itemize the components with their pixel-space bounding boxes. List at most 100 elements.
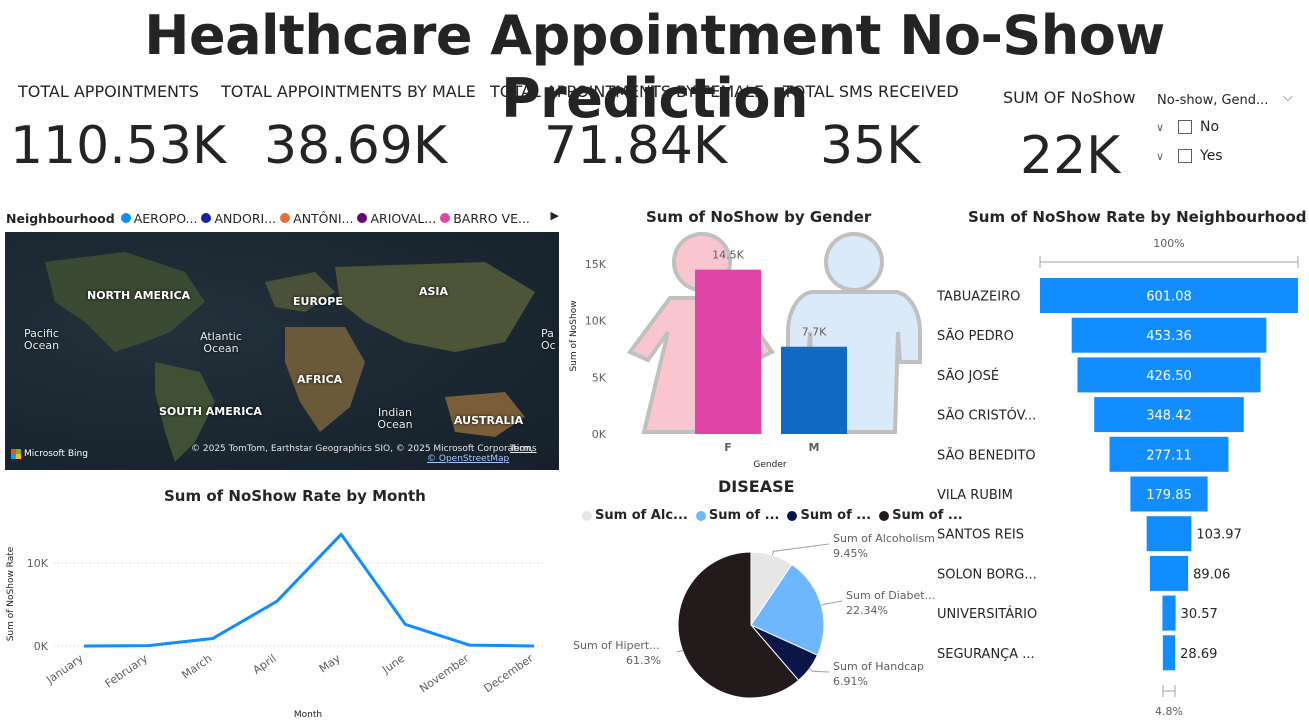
slicer-item-no[interactable]: ∨ No [1156, 119, 1219, 135]
legend-label: ANTÔNI... [293, 210, 354, 226]
map-osm-link[interactable]: © OpenStreetMap [427, 454, 510, 464]
funnel-bar[interactable] [1077, 357, 1261, 393]
map-label: SOUTH AMERICA [159, 405, 262, 418]
kpi-sms-value: 35K [820, 116, 921, 176]
map-attribution: © 2025 TomTom, Earthstar Geographics SIO… [191, 444, 534, 454]
expand-chevron-icon[interactable]: ∨ [1156, 149, 1165, 163]
disease-pie-chart: Sum of Alcoholism 9.45% Sum of Diabet... 22… [573, 532, 935, 699]
legend-dot-icon [357, 213, 368, 223]
pie-slice-pct: 9.45% [833, 547, 868, 560]
gender-x-axis-title: Gender [753, 460, 786, 470]
slicer-header[interactable]: No-show, Gend... [1157, 93, 1269, 108]
legend-dot-icon [440, 213, 451, 223]
pie-slice[interactable] [750, 563, 825, 656]
gender-bar[interactable] [695, 269, 761, 434]
month-chart-title: Sum of NoShow Rate by Month [164, 487, 426, 505]
map-landmass [45, 252, 535, 462]
funnel-bar[interactable] [1130, 476, 1208, 512]
legend-label: Sum of ... [892, 508, 963, 523]
pie-slice-label: Sum of Diabet... [846, 589, 935, 602]
legend-dot-icon [695, 510, 706, 521]
funnel-bar[interactable] [1109, 436, 1229, 472]
bing-label: Microsoft Bing [24, 449, 88, 459]
gender-y-tick: 10K [585, 315, 607, 328]
funnel-category-label: UNIVERSITÁRIO [937, 606, 1037, 622]
map-terms-link[interactable]: Terms [510, 444, 537, 454]
disease-legend-item[interactable]: Sum of ... [695, 508, 779, 523]
funnel-data-label: 28.69 [1180, 647, 1217, 662]
funnel-category-label: SEGURANÇA ... [937, 647, 1035, 662]
map-legend-item[interactable]: ARIOVAL... [357, 211, 436, 226]
funnel-bar[interactable] [1040, 278, 1298, 313]
pie-leader-line [821, 600, 843, 606]
map-legend-item[interactable]: BARRO VE... [440, 211, 530, 226]
kpi-female-label: TOTAL APPOINTMENTS BY FEMALE [490, 82, 765, 101]
neighbourhood-map[interactable]: NORTH AMERICA EUROPE ASIA AFRICA SOUTH A… [5, 232, 559, 470]
kpi-sms-label: TOTAL SMS RECEIVED [783, 82, 959, 101]
pie-slice-pct: 22.34% [846, 604, 888, 617]
map-ocean-label: Indian Ocean [377, 406, 413, 431]
month-x-tick: November [417, 652, 472, 696]
pie-slice-label: Sum of Handcap [833, 660, 924, 673]
map-label: AUSTRALIA [454, 414, 524, 427]
map-label: ASIA [419, 285, 449, 298]
neighbourhood-funnel-chart: 100% TABUAZEIRO 601.08 SÃO PEDRO 453.36 SÃO … [936, 237, 1299, 718]
disease-legend-item[interactable]: Sum of ... [879, 508, 963, 523]
disease-legend: Sum of Alc... Sum of ... Sum of ... Sum … [582, 508, 971, 523]
kpi-male-value: 38.69K [264, 116, 447, 176]
legend-label: Sum of ... [800, 508, 872, 523]
map-legend-item[interactable]: AEROPO... [120, 211, 197, 226]
funnel-bar[interactable] [1149, 555, 1189, 591]
checkbox[interactable] [1178, 120, 1192, 134]
chevron-down-icon[interactable]: ⌵ [1283, 90, 1293, 105]
kpi-male-label: TOTAL APPOINTMENTS BY MALE [221, 82, 476, 101]
funnel-bar[interactable] [1071, 317, 1267, 353]
map-legend-item[interactable]: ANDORI... [201, 211, 276, 226]
kpi-noshow-label: SUM OF NoShow [1003, 88, 1136, 107]
pie-slice-pct: 61.3% [626, 654, 661, 667]
slicer-item-label: Yes [1200, 148, 1223, 164]
map-legend: Neighbourhood AEROPO... ANDORI... ANTÔNI… [6, 209, 559, 227]
funnel-category-label: SÃO PEDRO [937, 328, 1014, 344]
funnel-bottom-label: 4.8% [1155, 705, 1183, 718]
kpi-total-appointments-label: TOTAL APPOINTMENTS [18, 82, 199, 101]
disease-legend-item[interactable]: Sum of ... [787, 508, 871, 523]
month-y-tick: 10K [27, 557, 49, 570]
funnel-data-label: 89.06 [1193, 567, 1230, 582]
map-ocean-label: Pa Oc [541, 328, 556, 352]
legend-next-arrow-icon[interactable]: ▶ [550, 209, 559, 222]
neighbourhood-chart-title: Sum of NoShow Rate by Neighbourhood [968, 208, 1307, 226]
funnel-bar[interactable] [1094, 397, 1244, 433]
pie-slice-label: Sum of Hipert... [573, 639, 660, 652]
month-x-tick: May [317, 652, 343, 676]
checkbox[interactable] [1178, 149, 1192, 163]
gender-chart: 0K 5K 10K 15K 14.5K F 7.7K M Gender Sum of NoS… [569, 232, 922, 470]
legend-dot-icon [280, 213, 291, 223]
slicer-item-yes[interactable]: ∨ Yes [1156, 148, 1223, 164]
kpi-noshow-value: 22K [1020, 126, 1121, 186]
funnel-bar[interactable] [1162, 595, 1176, 631]
map-label: NORTH AMERICA [87, 289, 191, 302]
funnel-data-label: 426.50 [1146, 369, 1192, 384]
month-series-line[interactable] [83, 532, 535, 648]
expand-chevron-icon[interactable]: ∨ [1156, 120, 1165, 134]
pie-leader-line [771, 543, 830, 556]
month-x-tick: February [103, 652, 151, 691]
month-y-axis-title: Sum of NoShow Rate [6, 546, 16, 641]
microsoft-logo-icon [11, 449, 21, 459]
legend-dot-icon [582, 510, 592, 521]
funnel-bar[interactable] [1146, 516, 1192, 552]
gender-y-tick: 15K [585, 258, 607, 271]
gender-y-tick: 0K [592, 428, 607, 441]
funnel-bar[interactable] [1162, 635, 1176, 671]
map-legend-item[interactable]: ANTÔNI... [280, 211, 353, 226]
gender-bar[interactable] [781, 346, 847, 434]
funnel-category-label: SANTOS REIS [937, 528, 1024, 543]
gender-x-tick: M [809, 441, 820, 454]
gender-x-tick: F [724, 441, 732, 454]
pie-leader-line [676, 649, 683, 653]
disease-legend-item[interactable]: Sum of Alc... [582, 508, 688, 523]
funnel-category-label: SÃO JOSÉ [937, 368, 999, 384]
funnel-data-label: 30.57 [1181, 607, 1218, 622]
kpi-female-value: 71.84K [544, 116, 727, 176]
